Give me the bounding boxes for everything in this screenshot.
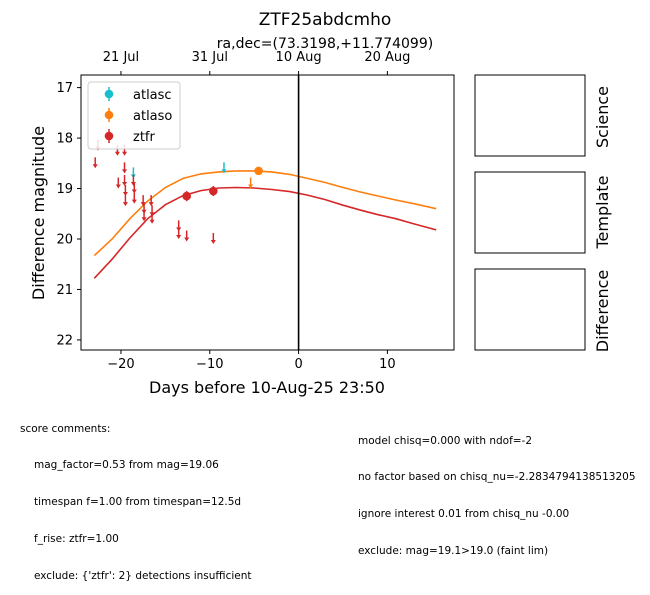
y-tick-label: 22 [56, 333, 73, 348]
model-curve-atlaso [93, 170, 437, 257]
upper-limit-atlasc [221, 162, 227, 174]
figure: ZTF25abdcmho ra,dec=(73.3198,+11.774099)… [29, 10, 612, 397]
point-ztfr [182, 191, 191, 201]
score-comment-line: exclude: {'ztfr': 2} detections insuffic… [34, 570, 252, 583]
chart-title: ZTF25abdcmho [259, 10, 392, 30]
difference-panel [474, 268, 586, 351]
upper-limit-ztfr [131, 192, 137, 204]
x-axis-label: Days before 10-Aug-25 23:50 [149, 378, 385, 397]
top-tick-label: 10 Aug [276, 50, 322, 65]
science-panel [474, 74, 586, 157]
upper-limit-ztfr [148, 195, 154, 207]
y-tick-label: 21 [56, 283, 73, 298]
legend-label-atlasc: atlasc [133, 88, 172, 103]
model-curve-ztfr [93, 186, 437, 279]
score-comment-line: timespan f=1.00 from timespan=12.5d [34, 496, 242, 509]
legend-marker-ztfr [104, 131, 114, 141]
x-tick-label: −10 [196, 357, 223, 372]
upper-limit-ztfr [122, 195, 128, 207]
upper-limit-ztfr [122, 174, 128, 186]
y-tick-label: 19 [56, 182, 73, 197]
y-tick-label: 20 [56, 232, 73, 247]
upper-limit-ztfr [122, 162, 128, 174]
upper-limit-ztfr [131, 182, 137, 194]
y-axis-label: Difference magnitude [29, 126, 48, 300]
y-tick-label: 18 [56, 132, 73, 147]
model-comment-line: ignore interest 0.01 from chisq_nu -0.00 [358, 508, 570, 521]
template-label: Template [593, 175, 612, 249]
x-tick-label: 10 [379, 357, 396, 372]
x-tick-label: 0 [294, 357, 302, 372]
template-panel [474, 171, 586, 254]
plot-area: −20 −10 0 10 17 18 19 20 21 22 21 Jul 31 Jul 10 Aug 2… [56, 50, 455, 372]
model-comment-line: model chisq=0.000 with ndof=-2 [358, 434, 533, 447]
score-comments-heading: score comments: [20, 422, 111, 435]
plot-frame [80, 74, 455, 351]
chart-subtitle: ra,dec=(73.3198,+11.774099) [217, 36, 433, 52]
score-comments: score comments: mag_factor=0.53 from mag… [20, 398, 252, 595]
upper-limit-ztfr [149, 212, 155, 224]
upper-limit-atlaso [248, 177, 254, 189]
y-tick-label: 17 [56, 81, 73, 96]
upper-limit-ztfr [184, 230, 190, 242]
upper-limit-ztfr [130, 174, 136, 186]
top-tick-label: 20 Aug [364, 50, 410, 65]
model-comments: model chisq=0.000 with ndof=-2 no factor… [358, 410, 650, 570]
upper-limit-ztfr [141, 210, 147, 222]
upper-limit-ztfr [115, 177, 121, 189]
legend-label-ztfr: ztfr [133, 130, 155, 145]
legend-marker-atlasc [104, 89, 114, 99]
point-ztfr [209, 186, 218, 196]
science-label: Science [593, 86, 612, 148]
top-tick-label: 21 Jul [103, 50, 139, 65]
upper-limit-ztfr [210, 232, 216, 244]
difference-label: Difference [593, 270, 612, 352]
model-comment-line: no factor based on chisq_nu=-2.283479413… [358, 471, 636, 484]
legend-label-atlaso: atlaso [133, 109, 172, 124]
legend-marker-atlaso [104, 110, 114, 120]
score-comment-line: mag_factor=0.53 from mag=19.06 [34, 459, 219, 472]
top-tick-label: 31 Jul [192, 50, 228, 65]
upper-limit-ztfr [122, 185, 128, 197]
score-comment-line: f_rise: ztfr=1.00 [34, 533, 119, 546]
model-comment-line: exclude: mag=19.1>19.0 (faint lim) [358, 545, 549, 558]
x-tick-label: −20 [107, 357, 134, 372]
upper-limit-ztfr [176, 227, 182, 239]
point-atlaso [254, 166, 263, 176]
upper-limit-ztfr [92, 157, 98, 169]
